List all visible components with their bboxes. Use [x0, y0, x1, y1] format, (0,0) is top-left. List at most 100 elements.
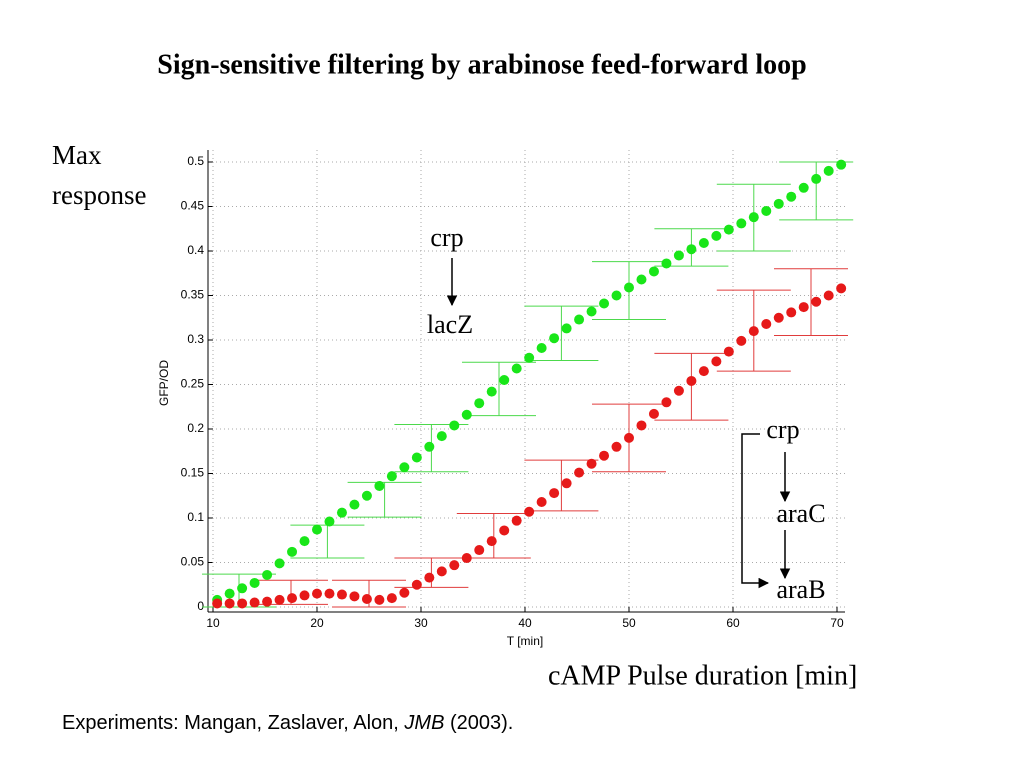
data-point [836, 159, 847, 170]
gene-label: lacZ [427, 310, 473, 339]
y-tick-label: 0.1 [187, 510, 204, 524]
gene-label: crp [766, 415, 799, 444]
data-point [648, 408, 659, 419]
data-point [686, 244, 697, 255]
data-point [249, 597, 260, 608]
data-point [574, 467, 585, 478]
data-point [811, 296, 822, 307]
data-point [212, 598, 223, 609]
data-point [436, 431, 447, 442]
y-tick-label: 0.5 [187, 154, 204, 168]
data-point [561, 478, 572, 489]
data-point [599, 450, 610, 461]
y-axis-label: GFP/OD [157, 360, 171, 406]
y-tick-label: 0.3 [187, 332, 204, 346]
data-point [411, 452, 422, 463]
data-point [237, 598, 248, 609]
data-point [274, 558, 285, 569]
data-point [486, 386, 497, 397]
footnote-text: Experiments: Mangan, Zaslaver, Alon, [62, 712, 404, 734]
data-point [624, 282, 634, 293]
data-point [511, 515, 522, 526]
data-point [748, 212, 759, 223]
gene-label: araC [776, 499, 825, 528]
data-point [461, 553, 472, 564]
data-point [224, 598, 235, 609]
y-tick-label: 0.2 [187, 421, 204, 435]
data-point [561, 323, 572, 334]
data-point [374, 594, 385, 605]
data-point [823, 290, 834, 301]
data-point [287, 546, 298, 557]
data-point [599, 298, 610, 309]
data-point [586, 458, 597, 469]
data-point [773, 312, 784, 323]
data-point [811, 173, 822, 184]
data-point [549, 488, 560, 499]
data-point [312, 588, 322, 599]
data-point [761, 318, 772, 329]
data-point [711, 230, 722, 241]
data-point [449, 560, 460, 571]
data-point [336, 589, 347, 600]
data-point [262, 569, 273, 580]
data-point [336, 507, 347, 518]
data-point [761, 205, 772, 216]
y-tick-label: 0 [197, 599, 204, 613]
data-point [324, 516, 335, 527]
data-point [424, 441, 435, 452]
data-point [798, 302, 809, 313]
annotations: crp lacZ crp araC araB [427, 223, 826, 604]
data-point [361, 490, 372, 501]
data-point [723, 346, 734, 357]
x-tick-label: 10 [206, 616, 220, 630]
data-point [299, 536, 310, 547]
data-point [424, 572, 435, 583]
data-point [349, 591, 360, 602]
y-caption: Max [52, 140, 102, 170]
data-point [536, 343, 547, 354]
x-tick-label: 30 [414, 616, 428, 630]
data-point [349, 499, 360, 510]
data-point [524, 506, 535, 517]
y-tick-label: 0.25 [181, 377, 205, 391]
x-tick-label: 20 [310, 616, 324, 630]
data-point [312, 524, 322, 535]
data-point [386, 593, 397, 604]
data-point [436, 566, 447, 577]
data-point [536, 496, 547, 507]
gene-label: araB [776, 575, 825, 604]
y-tick-label: 0.45 [181, 199, 205, 213]
data-point [411, 579, 422, 590]
data-point [673, 385, 684, 396]
footnote-journal: JMB [403, 712, 444, 734]
data-point [511, 363, 522, 374]
data-point [611, 290, 622, 301]
y-tick-label: 0.4 [187, 243, 204, 257]
x-caption: cAMP Pulse duration [min] [548, 660, 857, 691]
y-tick-label: 0.05 [181, 555, 205, 569]
data-point [386, 471, 397, 482]
data-point [399, 462, 410, 473]
data-point [474, 545, 485, 556]
data-point [474, 398, 485, 409]
data-point [524, 352, 535, 363]
data-point [287, 593, 298, 604]
data-point [274, 594, 285, 605]
data-point [262, 596, 273, 607]
data-point [823, 165, 834, 176]
y-tick-label: 0.35 [181, 288, 205, 302]
data-point [711, 356, 722, 367]
x-axis-label: T [min] [507, 634, 543, 648]
x-tick-label: 60 [726, 616, 740, 630]
x-tick-label: 40 [518, 616, 532, 630]
data-point [661, 397, 672, 408]
data-point [224, 588, 235, 599]
data-point [736, 218, 747, 229]
footnote-text: (2003). [444, 712, 513, 734]
data-point [237, 583, 248, 594]
bracket-arrow [741, 433, 770, 589]
gene-label: crp [430, 223, 463, 252]
